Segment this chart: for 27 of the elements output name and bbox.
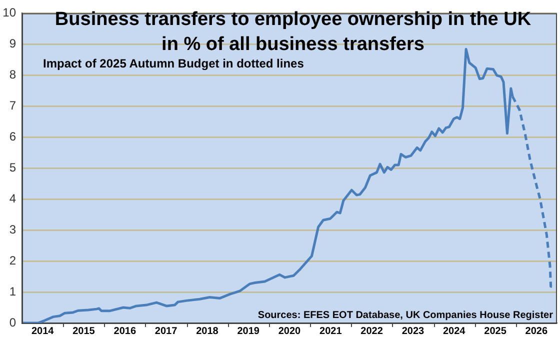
y-tick-label: 10	[2, 6, 16, 20]
chart-title: Business transfers to employee ownership in the UK in % of all business transfers	[54, 9, 532, 56]
y-tick-label: 7	[9, 98, 16, 112]
y-tick-label: 6	[9, 129, 16, 144]
x-tick-label: 2022	[360, 326, 384, 337]
annotation: Sources: EFES EOT Database, UK Companies House Register	[258, 310, 554, 321]
x-tick-label: 2015	[72, 326, 96, 337]
y-tick-label: 9	[9, 36, 16, 50]
x-tick-label: 2025	[484, 326, 507, 337]
text: Impact of 2025 Autumn Budget in dotted lines	[43, 56, 304, 70]
y-tick-label: 3	[9, 222, 16, 236]
x-tick-label: 2017	[154, 326, 178, 337]
x-tick-label: 2026	[525, 326, 548, 337]
y-tick-label: 1	[9, 284, 16, 298]
x-tick-label: 2019	[237, 326, 260, 337]
x-tick-label: 2016	[114, 326, 136, 337]
x-tick-label: 2023	[402, 326, 425, 337]
x-tick-label: 2024	[442, 326, 466, 337]
y-tick-label: 8	[9, 67, 16, 82]
y-tick-label: 2	[9, 253, 16, 268]
y-tick-label: 4	[9, 191, 16, 206]
x-tick-label: 2021	[320, 326, 342, 337]
x-tick-label: 2014	[31, 326, 54, 337]
y-tick-label: 0	[9, 315, 16, 330]
x-tick-label: 2018	[196, 326, 219, 337]
x-tick-label: 2020	[278, 326, 302, 337]
y-tick-label: 5	[9, 160, 16, 174]
